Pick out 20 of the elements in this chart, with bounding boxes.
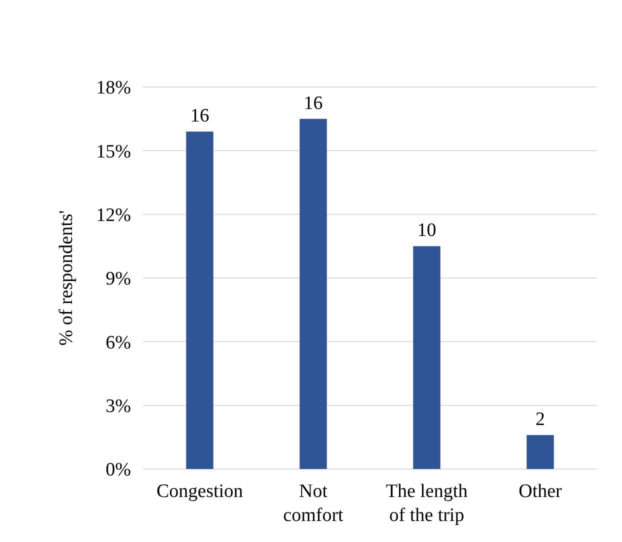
- bar: [186, 132, 214, 469]
- x-tick-label: Not comfort: [283, 481, 344, 526]
- y-tick-label: 15%: [96, 141, 132, 162]
- bar: [413, 246, 440, 469]
- y-tick-label: 18%: [96, 78, 132, 99]
- data-label: 2: [536, 409, 545, 430]
- data-label: 16: [304, 92, 323, 114]
- data-label: 10: [417, 220, 436, 242]
- y-axis-title: % of respondents': [56, 210, 77, 346]
- y-tick-label: 0%: [106, 460, 132, 481]
- data-label: 16: [190, 106, 210, 127]
- y-tick-label: 3%: [106, 396, 132, 417]
- y-tick-label: 6%: [106, 332, 132, 354]
- x-tick-label: Congestion: [156, 481, 244, 502]
- x-tick-label: Other: [518, 481, 563, 502]
- x-tick-label: The length of the trip: [386, 481, 468, 526]
- bar: [526, 435, 554, 469]
- bar: [300, 118, 327, 469]
- y-tick-label: 9%: [106, 268, 132, 290]
- y-tick-label: 12%: [96, 204, 132, 226]
